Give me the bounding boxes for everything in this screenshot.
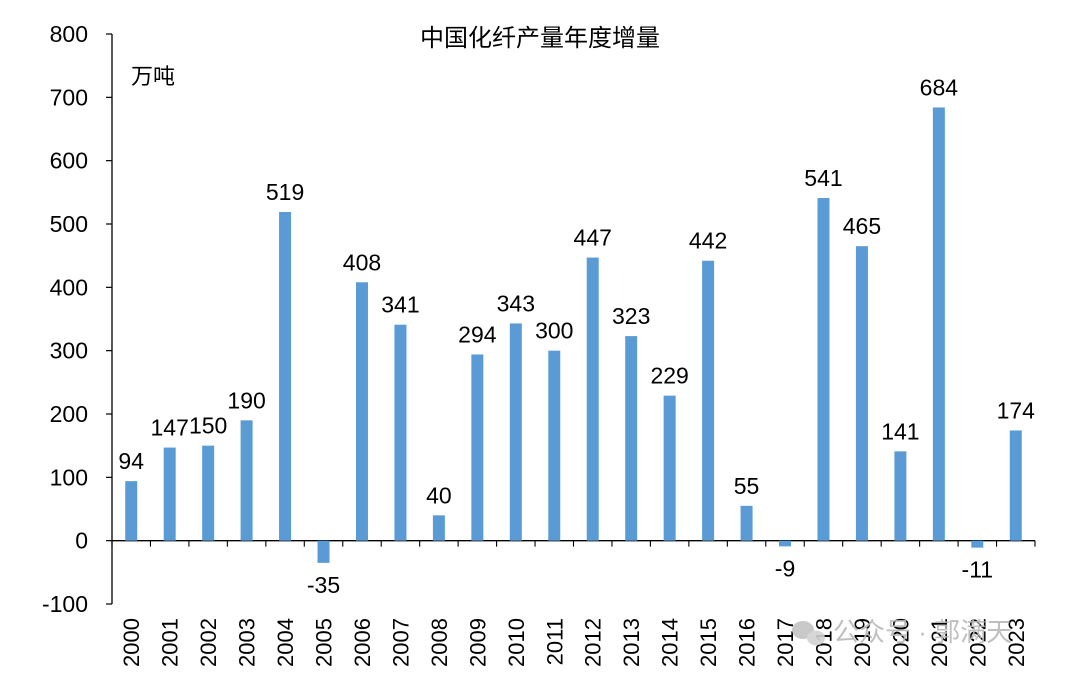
x-tick-label-2006: 2006 — [350, 618, 375, 667]
y-unit-label: 万吨 — [131, 64, 175, 89]
data-label-2019: 465 — [843, 213, 881, 239]
data-label-2015: 442 — [689, 228, 727, 254]
data-label-2023: 174 — [997, 397, 1036, 423]
bar-2007 — [394, 324, 407, 541]
data-label-2007: 341 — [381, 292, 419, 318]
data-label-2017: -9 — [775, 555, 795, 581]
data-label-2011: 300 — [535, 318, 573, 344]
x-tick-label-2015: 2015 — [696, 618, 721, 667]
bar-2002 — [202, 445, 215, 541]
x-tick-label-2023: 2023 — [1004, 618, 1029, 667]
bar-2011 — [548, 350, 561, 541]
x-tick-label-2001: 2001 — [158, 618, 183, 667]
bar-2019 — [855, 246, 868, 541]
bar-2015 — [702, 260, 715, 541]
watermark-text: 公众号 · 郭满天 — [833, 617, 1012, 647]
bar-2014 — [663, 395, 676, 541]
y-tick-label: 500 — [50, 211, 88, 237]
bar-2000 — [125, 481, 138, 541]
x-tick-label-2013: 2013 — [619, 618, 644, 667]
x-tick-label-2000: 2000 — [119, 618, 144, 667]
x-tick-label-2010: 2010 — [504, 618, 529, 667]
x-tick-label-2012: 2012 — [581, 618, 606, 667]
y-tick-label: 400 — [50, 274, 88, 300]
bar-2021 — [932, 107, 945, 541]
x-tick-label-2004: 2004 — [273, 618, 298, 667]
y-tick-labels: -100 0 100 200 300 400 500 600 700 800 — [42, 21, 88, 617]
y-tick-label: 200 — [50, 401, 88, 427]
y-tick-label: 700 — [50, 84, 88, 110]
y-tick-label: 100 — [50, 464, 88, 490]
watermark: 公众号 · 郭满天 — [792, 617, 1012, 647]
bar-2012 — [586, 257, 599, 541]
data-label-2001: 147 — [151, 415, 189, 441]
x-tick-label-2003: 2003 — [235, 618, 260, 667]
x-tick-labels: 2000 2001 2002 2003 2004 2005 2006 2007 2008 2009… — [119, 618, 1029, 667]
bar-2004 — [279, 211, 292, 541]
data-label-2009: 294 — [458, 321, 497, 347]
bar-2001 — [163, 447, 176, 541]
data-label-2004: 519 — [266, 179, 304, 205]
data-label-2014: 229 — [650, 363, 688, 389]
wechat-icon — [792, 621, 825, 646]
data-label-2008: 40 — [426, 482, 452, 508]
bar-2005 — [317, 540, 330, 563]
y-tick-label: 600 — [50, 148, 88, 174]
data-label-2022: -11 — [962, 557, 994, 583]
x-tick-label-2009: 2009 — [465, 618, 490, 667]
bar-2017 — [779, 540, 792, 547]
data-label-2020: 141 — [881, 418, 919, 444]
bar-2006 — [355, 282, 368, 541]
bar-2020 — [894, 451, 907, 541]
y-tick-label: 800 — [50, 21, 88, 47]
x-tick-label-2021: 2021 — [927, 618, 952, 667]
data-label-2013: 323 — [612, 303, 650, 329]
data-label-2021: 684 — [920, 74, 959, 100]
x-tick-label-2016: 2016 — [735, 618, 760, 667]
y-tick-label: -100 — [42, 591, 88, 617]
bar-2023 — [1009, 430, 1022, 541]
bar-2010 — [509, 323, 522, 541]
bar-2013 — [625, 336, 638, 541]
bar-2016 — [740, 505, 753, 541]
bar-2022 — [971, 540, 984, 548]
bar-2003 — [240, 420, 253, 541]
x-tick-label-2008: 2008 — [427, 618, 452, 667]
axes — [106, 33, 1036, 605]
data-label-2016: 55 — [734, 473, 760, 499]
data-label-2006: 408 — [343, 249, 381, 275]
bars — [125, 107, 1022, 563]
x-tick-label-2022: 2022 — [965, 618, 990, 667]
y-tick-label: 0 — [75, 528, 88, 554]
x-tick-label-2002: 2002 — [196, 618, 221, 667]
bar-2018 — [817, 198, 830, 541]
data-label-2000: 94 — [118, 448, 144, 474]
data-label-2012: 447 — [574, 225, 612, 251]
data-label-2003: 190 — [227, 387, 265, 413]
x-tick-label-2011: 2011 — [542, 618, 567, 665]
bar-2009 — [471, 354, 484, 541]
x-tick-label-2005: 2005 — [312, 618, 337, 667]
data-label-2002: 150 — [189, 413, 227, 439]
y-tick-label: 300 — [50, 338, 88, 364]
x-tick-label-2020: 2020 — [888, 618, 913, 667]
data-label-2005: -35 — [307, 572, 340, 598]
bar-2008 — [432, 515, 445, 541]
x-tick-label-2019: 2019 — [850, 618, 875, 667]
x-tick-label-2007: 2007 — [388, 618, 413, 667]
x-tick-label-2014: 2014 — [658, 618, 683, 667]
chart-title: 中国化纤产量年度增量 — [420, 25, 660, 52]
data-label-2018: 541 — [804, 165, 842, 191]
data-label-2010: 343 — [497, 290, 535, 316]
